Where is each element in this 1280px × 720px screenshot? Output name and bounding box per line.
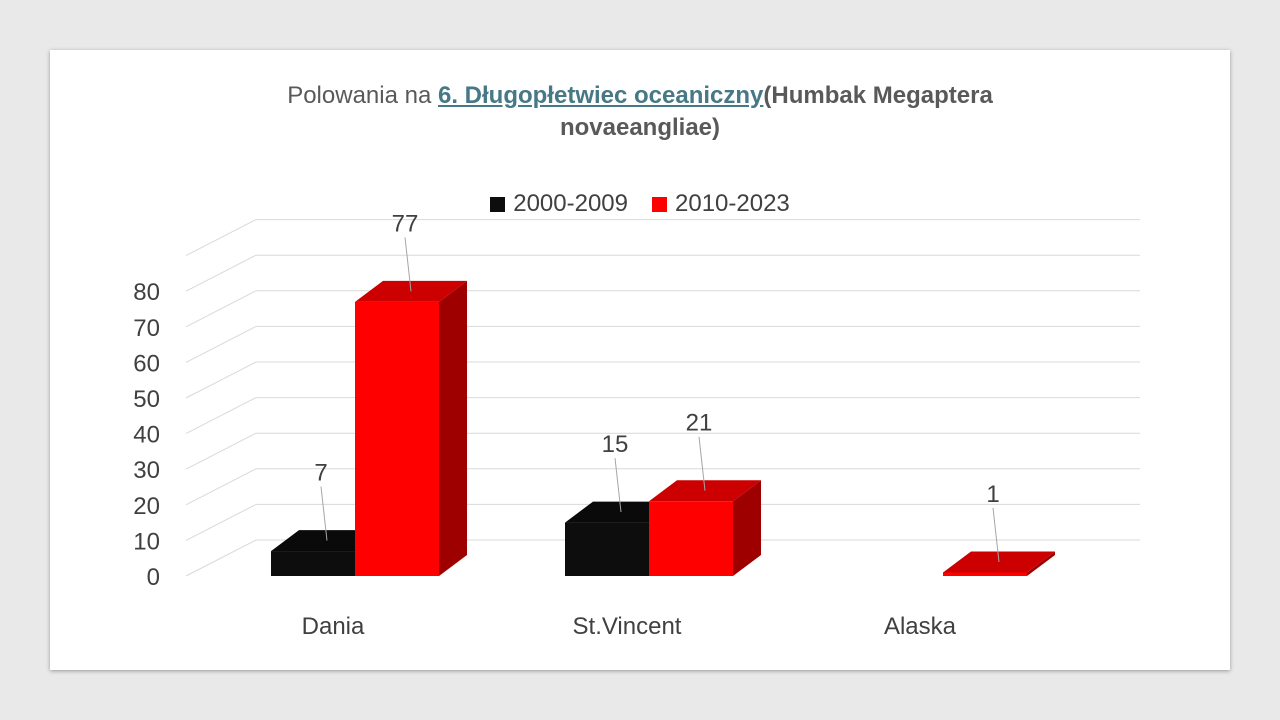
side-gridline-40 [185,397,257,435]
chart-title-suffix: (Humbak Megaptera [763,82,993,109]
x-tick-label-st-vincent: St.Vincent [573,613,682,640]
data-label-leader-dania-2000-2009 [320,486,328,541]
data-label-dania-2010-2023: 77 [392,210,419,237]
chart-title-line-2: novaeangliae) [559,114,721,141]
legend-item-2000-2009: 2000-2009 [490,190,628,218]
slide: Polowania na 6. Długopłetwiec oceaniczny… [50,50,1230,670]
chart-title-line-1: Polowania na 6. Długopłetwiec oceaniczny… [50,80,1230,112]
bar-dania-2010-2023 [355,301,439,576]
chart-title-link[interactable]: 6. Długopłetwiec oceaniczny [437,82,764,109]
y-tick-label-0: 0 [147,564,160,591]
x-tick-label-alaska: Alaska [884,613,957,640]
chart-title: Polowania na 6. Długopłetwiec oceaniczny… [50,80,1230,144]
y-tick-label-70: 70 [133,315,160,342]
bar-st-vincent-2000-2009 [565,522,649,576]
y-tick-label-80: 80 [133,279,160,306]
side-gridline-70 [185,290,257,328]
bar-st-vincent-2010-2023 [649,501,733,576]
chart-title-prefix: Polowania na [287,82,438,109]
bar-dania-2010-2023-side [439,280,467,576]
y-tick-label-20: 20 [133,493,160,520]
y-tick-label-40: 40 [133,422,160,449]
side-gridline-10 [185,503,257,541]
side-gridline-60 [185,325,257,363]
side-gridline-top [185,219,257,257]
data-label-leader-dania-2010-2023 [404,237,412,292]
bar-alaska-2010-2023 [943,572,1027,576]
data-label-st-vincent-2010-2023: 21 [686,410,713,437]
data-label-alaska-2010-2023: 1 [986,481,999,508]
y-tick-label-50: 50 [133,386,160,413]
data-label-dania-2000-2009: 7 [314,460,327,487]
bar-st-vincent-2010-2023-side [733,480,761,576]
data-label-st-vincent-2000-2009: 15 [602,431,629,458]
x-tick-label-dania: Dania [302,613,365,640]
data-label-leader-st-vincent-2000-2009 [614,458,622,513]
side-gridline-30 [185,432,257,470]
data-label-leader-st-vincent-2010-2023 [698,436,706,491]
bar-dania-2000-2009 [271,551,355,576]
legend-label-2010-2023: 2010-2023 [675,190,790,217]
y-tick-label-30: 30 [133,457,160,484]
side-gridline-20 [185,468,257,506]
legend-swatch-2000-2009 [490,196,506,212]
data-label-leader-alaska-2010-2023 [992,507,1000,562]
legend-item-2010-2023: 2010-2023 [652,190,790,218]
legend-swatch-2010-2023 [652,196,667,212]
chart-legend: 2000-2009 2010-2023 [50,190,1230,218]
y-tick-label-60: 60 [133,350,160,377]
legend-label-2000-2009: 2000-2009 [513,190,628,217]
bar-alaska-2010-2023-side [1027,551,1055,576]
side-gridline-80 [185,254,257,292]
side-gridline-0 [185,539,257,577]
side-gridline-50 [185,361,257,399]
y-tick-label-10: 10 [133,528,160,555]
